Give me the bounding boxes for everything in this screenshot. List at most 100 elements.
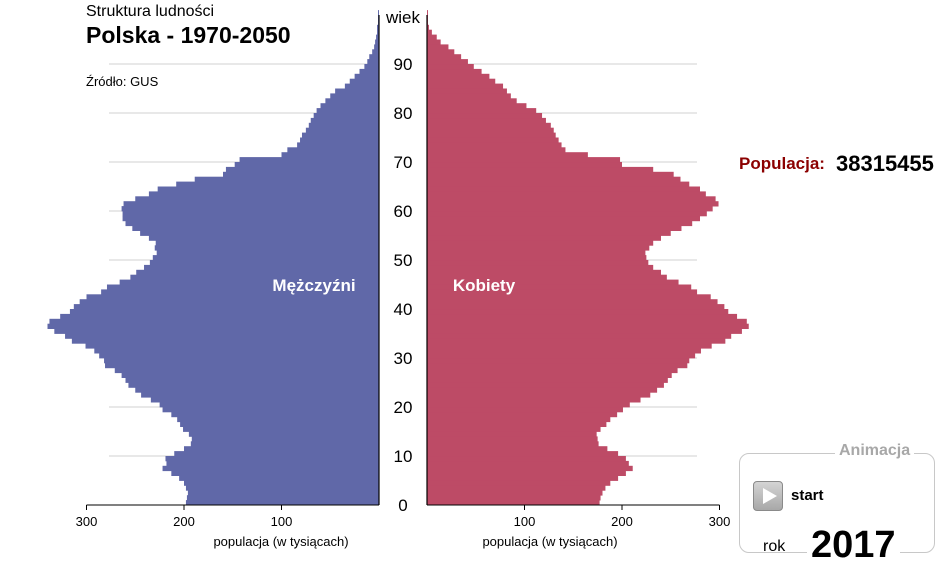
play-button[interactable]	[753, 481, 783, 511]
bar-men	[136, 269, 379, 276]
bar-women	[427, 387, 658, 393]
bar-men	[179, 475, 379, 481]
bar-men	[239, 157, 379, 163]
bar-women	[427, 485, 606, 491]
bar-women	[427, 122, 551, 129]
bar-women	[427, 59, 468, 65]
bar-women	[427, 402, 630, 408]
bar-women	[427, 171, 674, 178]
bar-men	[60, 313, 380, 320]
bar-men	[65, 333, 380, 339]
bar-women	[427, 451, 619, 457]
age-tick-label: 60	[394, 202, 413, 221]
bar-men	[121, 372, 379, 378]
bar-men	[344, 83, 379, 89]
bar-women	[427, 181, 690, 187]
bar-women	[427, 338, 726, 344]
bar-men	[223, 171, 379, 178]
axis-labels: 0 10 20 30 40 50 60 70 80 90 wiek 300 200 100 100 200 30…	[76, 8, 731, 549]
bar-men	[166, 460, 379, 467]
bar-men	[186, 495, 379, 501]
bar-men	[148, 235, 379, 241]
age-tick-label: 70	[394, 153, 413, 172]
bar-women	[427, 127, 554, 133]
bar-men	[225, 166, 379, 173]
bar-women	[427, 211, 707, 217]
bar-women	[427, 279, 679, 285]
bar-women	[427, 230, 671, 236]
bar-women	[427, 323, 749, 329]
bar-men	[157, 186, 379, 192]
bar-men	[183, 426, 379, 432]
bar-men	[325, 98, 379, 104]
bar-men	[375, 39, 379, 45]
bar-women	[427, 215, 700, 222]
bar-women	[427, 142, 562, 148]
bar-men	[86, 294, 379, 300]
bar-men	[194, 176, 379, 182]
population-label: Populacja:	[739, 154, 825, 173]
bar-women	[427, 460, 629, 467]
bar-women	[427, 117, 546, 124]
bar-women	[427, 29, 432, 35]
bar-men	[377, 24, 379, 31]
age-axis-label: wiek	[385, 8, 421, 27]
bar-women	[427, 235, 661, 241]
bar-women	[427, 269, 661, 276]
bar-women	[427, 289, 698, 295]
bar-women	[427, 441, 599, 447]
bar-men	[122, 215, 379, 222]
bar-men	[85, 343, 380, 349]
bar-women	[427, 88, 507, 94]
bar-women	[427, 68, 482, 75]
bar-women	[427, 137, 559, 143]
bar-men	[79, 299, 380, 305]
bar-men	[171, 411, 379, 418]
bar-women	[427, 456, 626, 462]
bar-men	[144, 264, 379, 271]
bar-men	[94, 348, 380, 354]
bar-men	[130, 274, 379, 280]
population-value: 38315455	[836, 151, 934, 176]
x-tick-label-men: 200	[173, 514, 195, 529]
bar-women	[427, 186, 700, 192]
bar-women	[427, 431, 597, 437]
bar-men	[185, 485, 379, 491]
bar-women	[427, 284, 692, 290]
bar-women	[427, 426, 601, 432]
bar-men	[377, 29, 379, 35]
bar-women	[427, 353, 696, 359]
bar-women	[427, 220, 693, 227]
start-label[interactable]: start	[791, 487, 824, 504]
bar-men	[184, 480, 379, 486]
bar-women	[427, 397, 641, 403]
bar-men	[185, 500, 379, 506]
x-tick-label-women: 100	[514, 514, 536, 529]
bar-men	[162, 465, 379, 472]
bar-women	[427, 73, 490, 80]
bar-women	[427, 34, 437, 40]
age-tick-label: 0	[398, 496, 407, 515]
x-axis-title-men: populacja (w tysiącach)	[213, 534, 348, 549]
bar-men	[313, 113, 379, 119]
bar-women	[427, 54, 462, 60]
bar-women	[427, 333, 732, 339]
x-tick-label-women: 200	[611, 514, 633, 529]
bar-women	[427, 392, 651, 398]
bar-men	[310, 117, 379, 124]
bar-men	[54, 328, 379, 334]
bar-men	[320, 103, 379, 109]
bar-men	[359, 68, 379, 75]
bar-women	[427, 10, 428, 16]
bar-men	[156, 250, 379, 256]
bar-women	[427, 274, 667, 280]
bar-men	[281, 152, 379, 158]
bar-men	[119, 279, 380, 285]
x-tick-label-women: 300	[709, 514, 731, 529]
bar-women	[427, 436, 598, 442]
bar-men	[125, 377, 379, 383]
bar-women	[427, 240, 654, 246]
bar-women	[427, 176, 681, 182]
play-icon	[763, 488, 777, 504]
data-source: Źródło: GUS	[86, 74, 159, 89]
